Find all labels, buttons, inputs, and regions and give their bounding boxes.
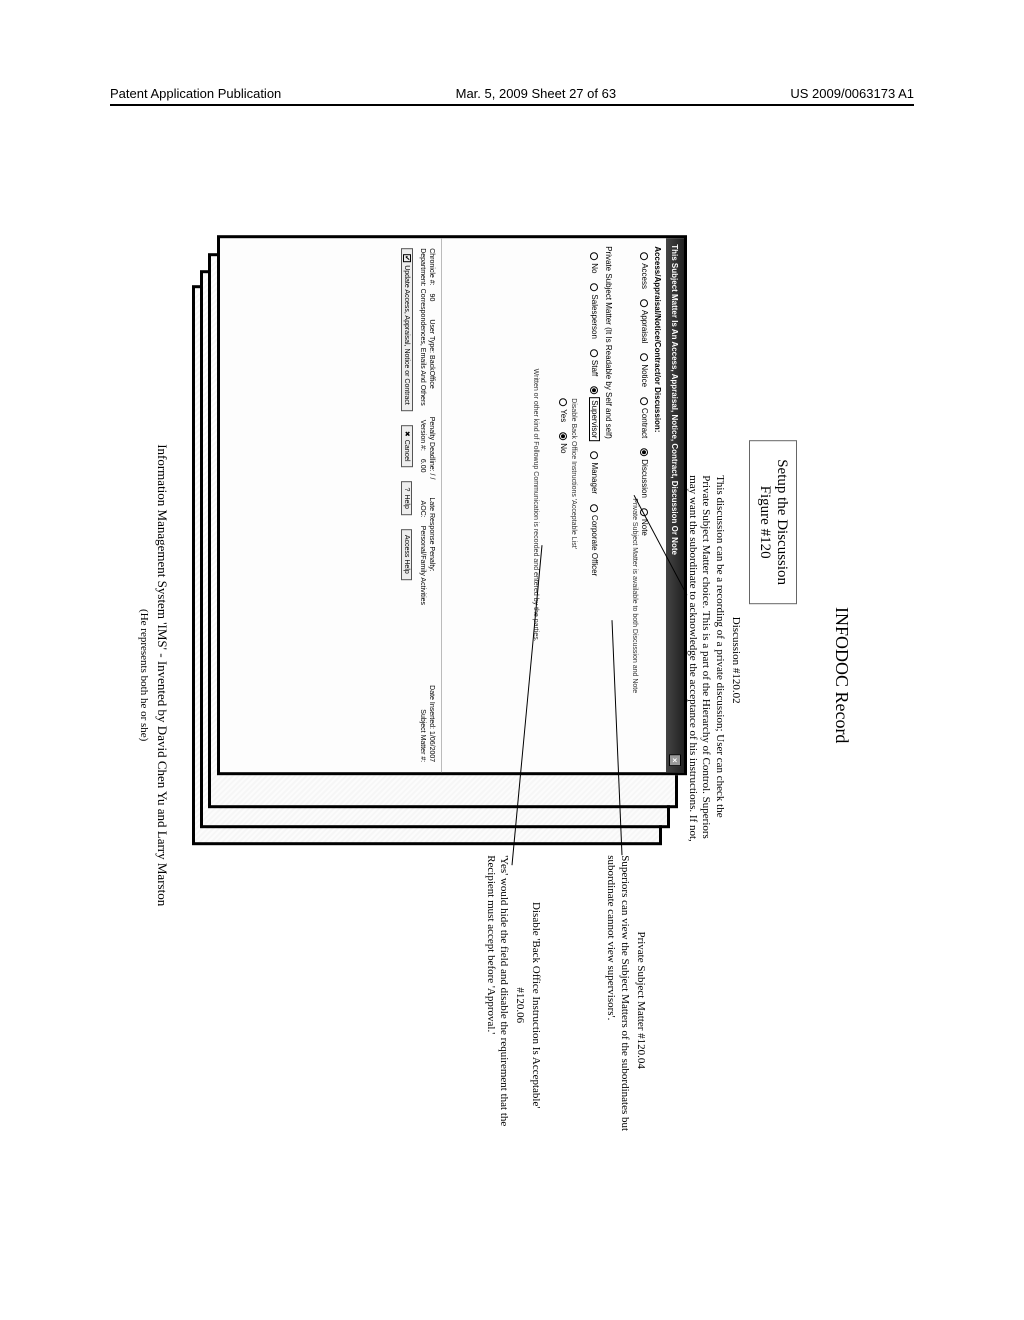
sm-label: Subject Matter #: xyxy=(419,709,426,762)
figure-title-box: Setup the Discussion Figure #120 xyxy=(749,440,797,604)
opt-appraisal[interactable]: Appraisal xyxy=(640,299,649,343)
opt-access[interactable]: Access xyxy=(640,252,649,289)
running-header: Patent Application Publication Mar. 5, 2… xyxy=(110,86,914,101)
check-icon: ✔ xyxy=(403,254,411,262)
private-sublabel: Private Subject Matter is available to b… xyxy=(631,238,638,772)
opt-discussion[interactable]: Discussion xyxy=(640,448,649,498)
callout-bo-num: #120.06 xyxy=(513,855,527,1155)
figure-body-rotated: INFODOC Record Setup the Discussion Figu… xyxy=(132,175,892,1175)
footer-line: Information Management System 'IMS' - In… xyxy=(154,175,170,1175)
opt-note-label: Note xyxy=(640,519,649,536)
version-label: Version #: xyxy=(419,420,426,451)
callout-private-body: Superiors can view the Subject Matters o… xyxy=(604,855,632,1145)
late: Late Response Penalty: xyxy=(428,497,435,571)
access-help-label: Access Help xyxy=(404,535,411,574)
cancel-button-label: Cancel xyxy=(404,440,411,462)
header-center: Mar. 5, 2009 Sheet 27 of 63 xyxy=(456,86,616,101)
access-help-button[interactable]: Access Help xyxy=(402,529,413,580)
header-rule xyxy=(110,104,914,106)
usertype: User Type: BackOffice xyxy=(428,319,435,388)
opt2-corporate[interactable]: Corporate Officer xyxy=(590,504,599,576)
opt3-no[interactable]: No xyxy=(559,432,568,453)
update-button[interactable]: ✔ Update Access, Appraisal, Notice or Co… xyxy=(401,248,413,411)
opts2-row: No Salesperson Staff Supervisor Manager … xyxy=(587,238,602,772)
section-1-label: Access/Appraisal/Notice/Contract/or Disc… xyxy=(651,238,666,772)
cancel-button[interactable]: ✖ Cancel xyxy=(401,425,413,468)
opts1-row: Access Appraisal Notice Contract Discuss… xyxy=(638,238,651,772)
section-3-label: Disable Back Office Instructions 'Accept… xyxy=(570,238,577,772)
opt3-no-label: No xyxy=(559,443,568,453)
footer-sub: (He represents both he or she) xyxy=(138,175,150,1175)
version-value: 6.00 xyxy=(419,459,426,473)
chronicle-value: 90 xyxy=(428,294,435,302)
header-left: Patent Application Publication xyxy=(110,86,281,101)
date-inserted: Date Inserted: 1/06/2007 xyxy=(428,685,435,762)
dialog-footer: Chronicle #: 90 User Type: BackOffice Pe… xyxy=(395,238,442,772)
opt3-yes[interactable]: Yes xyxy=(559,398,568,422)
opt-access-label: Access xyxy=(640,263,649,289)
figure-title-l2: Figure #120 xyxy=(756,459,773,585)
opt-notice[interactable]: Notice xyxy=(640,353,649,387)
penalty: Penalty Deadline: / / xyxy=(428,417,435,480)
opt2-no[interactable]: No xyxy=(590,252,599,273)
x-icon: ✖ xyxy=(403,431,411,437)
help-button[interactable]: ? Help xyxy=(402,482,413,515)
opts3-row: Yes No xyxy=(557,238,570,772)
opt2-super-label: Supervisor xyxy=(589,397,600,441)
opt2-staff[interactable]: Staff xyxy=(590,349,599,376)
dialog-titlebar: This Subject Matter Is An Access, Apprai… xyxy=(666,238,684,772)
help-icon: ? xyxy=(404,488,411,492)
opt2-no-label: No xyxy=(590,263,599,273)
mid-text: Written or other kind of Followup Commun… xyxy=(532,238,539,772)
callout-private-title: Private Subject Matter #120.04 xyxy=(633,855,647,1145)
opt2-salesperson[interactable]: Salesperson xyxy=(590,283,599,338)
detail-area xyxy=(442,238,532,772)
figure-title-l1: Setup the Discussion xyxy=(773,459,790,585)
callout-discussion-title: Discussion #120.02 xyxy=(728,475,742,845)
opt-notice-label: Notice xyxy=(640,364,649,387)
callout-disable-bo: Disable 'Back Office Instruction Is Acce… xyxy=(483,855,542,1155)
help-button-label: Help xyxy=(404,494,411,508)
dialog-title-text: This Subject Matter Is An Access, Apprai… xyxy=(671,244,680,555)
section-2-label: Private Subject Matter (It Is Readable b… xyxy=(602,238,617,772)
opt-contract[interactable]: Contract xyxy=(640,397,649,438)
opt-note[interactable]: Note xyxy=(640,508,649,536)
close-icon[interactable]: × xyxy=(669,754,681,766)
aoc-value: Personal/Family Activities xyxy=(419,526,426,605)
opt2-corp-label: Corporate Officer xyxy=(590,515,599,576)
opt2-supervisor[interactable]: Supervisor xyxy=(589,386,600,441)
opt2-manager[interactable]: Manager xyxy=(590,451,599,494)
callout-bo-title: Disable 'Back Office Instruction Is Acce… xyxy=(528,855,542,1155)
opt2-sales-label: Salesperson xyxy=(590,294,599,338)
update-button-label: Update Access, Appraisal, Notice or Cont… xyxy=(404,265,411,405)
opt-discussion-label: Discussion xyxy=(640,459,649,498)
opt-appraisal-label: Appraisal xyxy=(640,310,649,343)
opt3-yes-label: Yes xyxy=(559,409,568,422)
dept: Department: Correspondences, Emails And … xyxy=(419,248,426,406)
callout-bo-body: 'Yes' would hide the field and disable t… xyxy=(483,855,511,1155)
chronicle-label: Chronicle #: xyxy=(428,248,435,285)
callout-private-sm: Private Subject Matter #120.04 Superiors… xyxy=(604,855,647,1145)
header-right: US 2009/0063173 A1 xyxy=(790,86,914,101)
doc-title: INFODOC Record xyxy=(831,175,852,1175)
dialog-setup-discussion: This Subject Matter Is An Access, Apprai… xyxy=(217,235,687,775)
aoc-label: AOC: xyxy=(419,501,426,518)
opt2-mgr-label: Manager xyxy=(590,462,599,494)
opt2-staff-label: Staff xyxy=(590,360,599,376)
opt-contract-label: Contract xyxy=(640,408,649,438)
